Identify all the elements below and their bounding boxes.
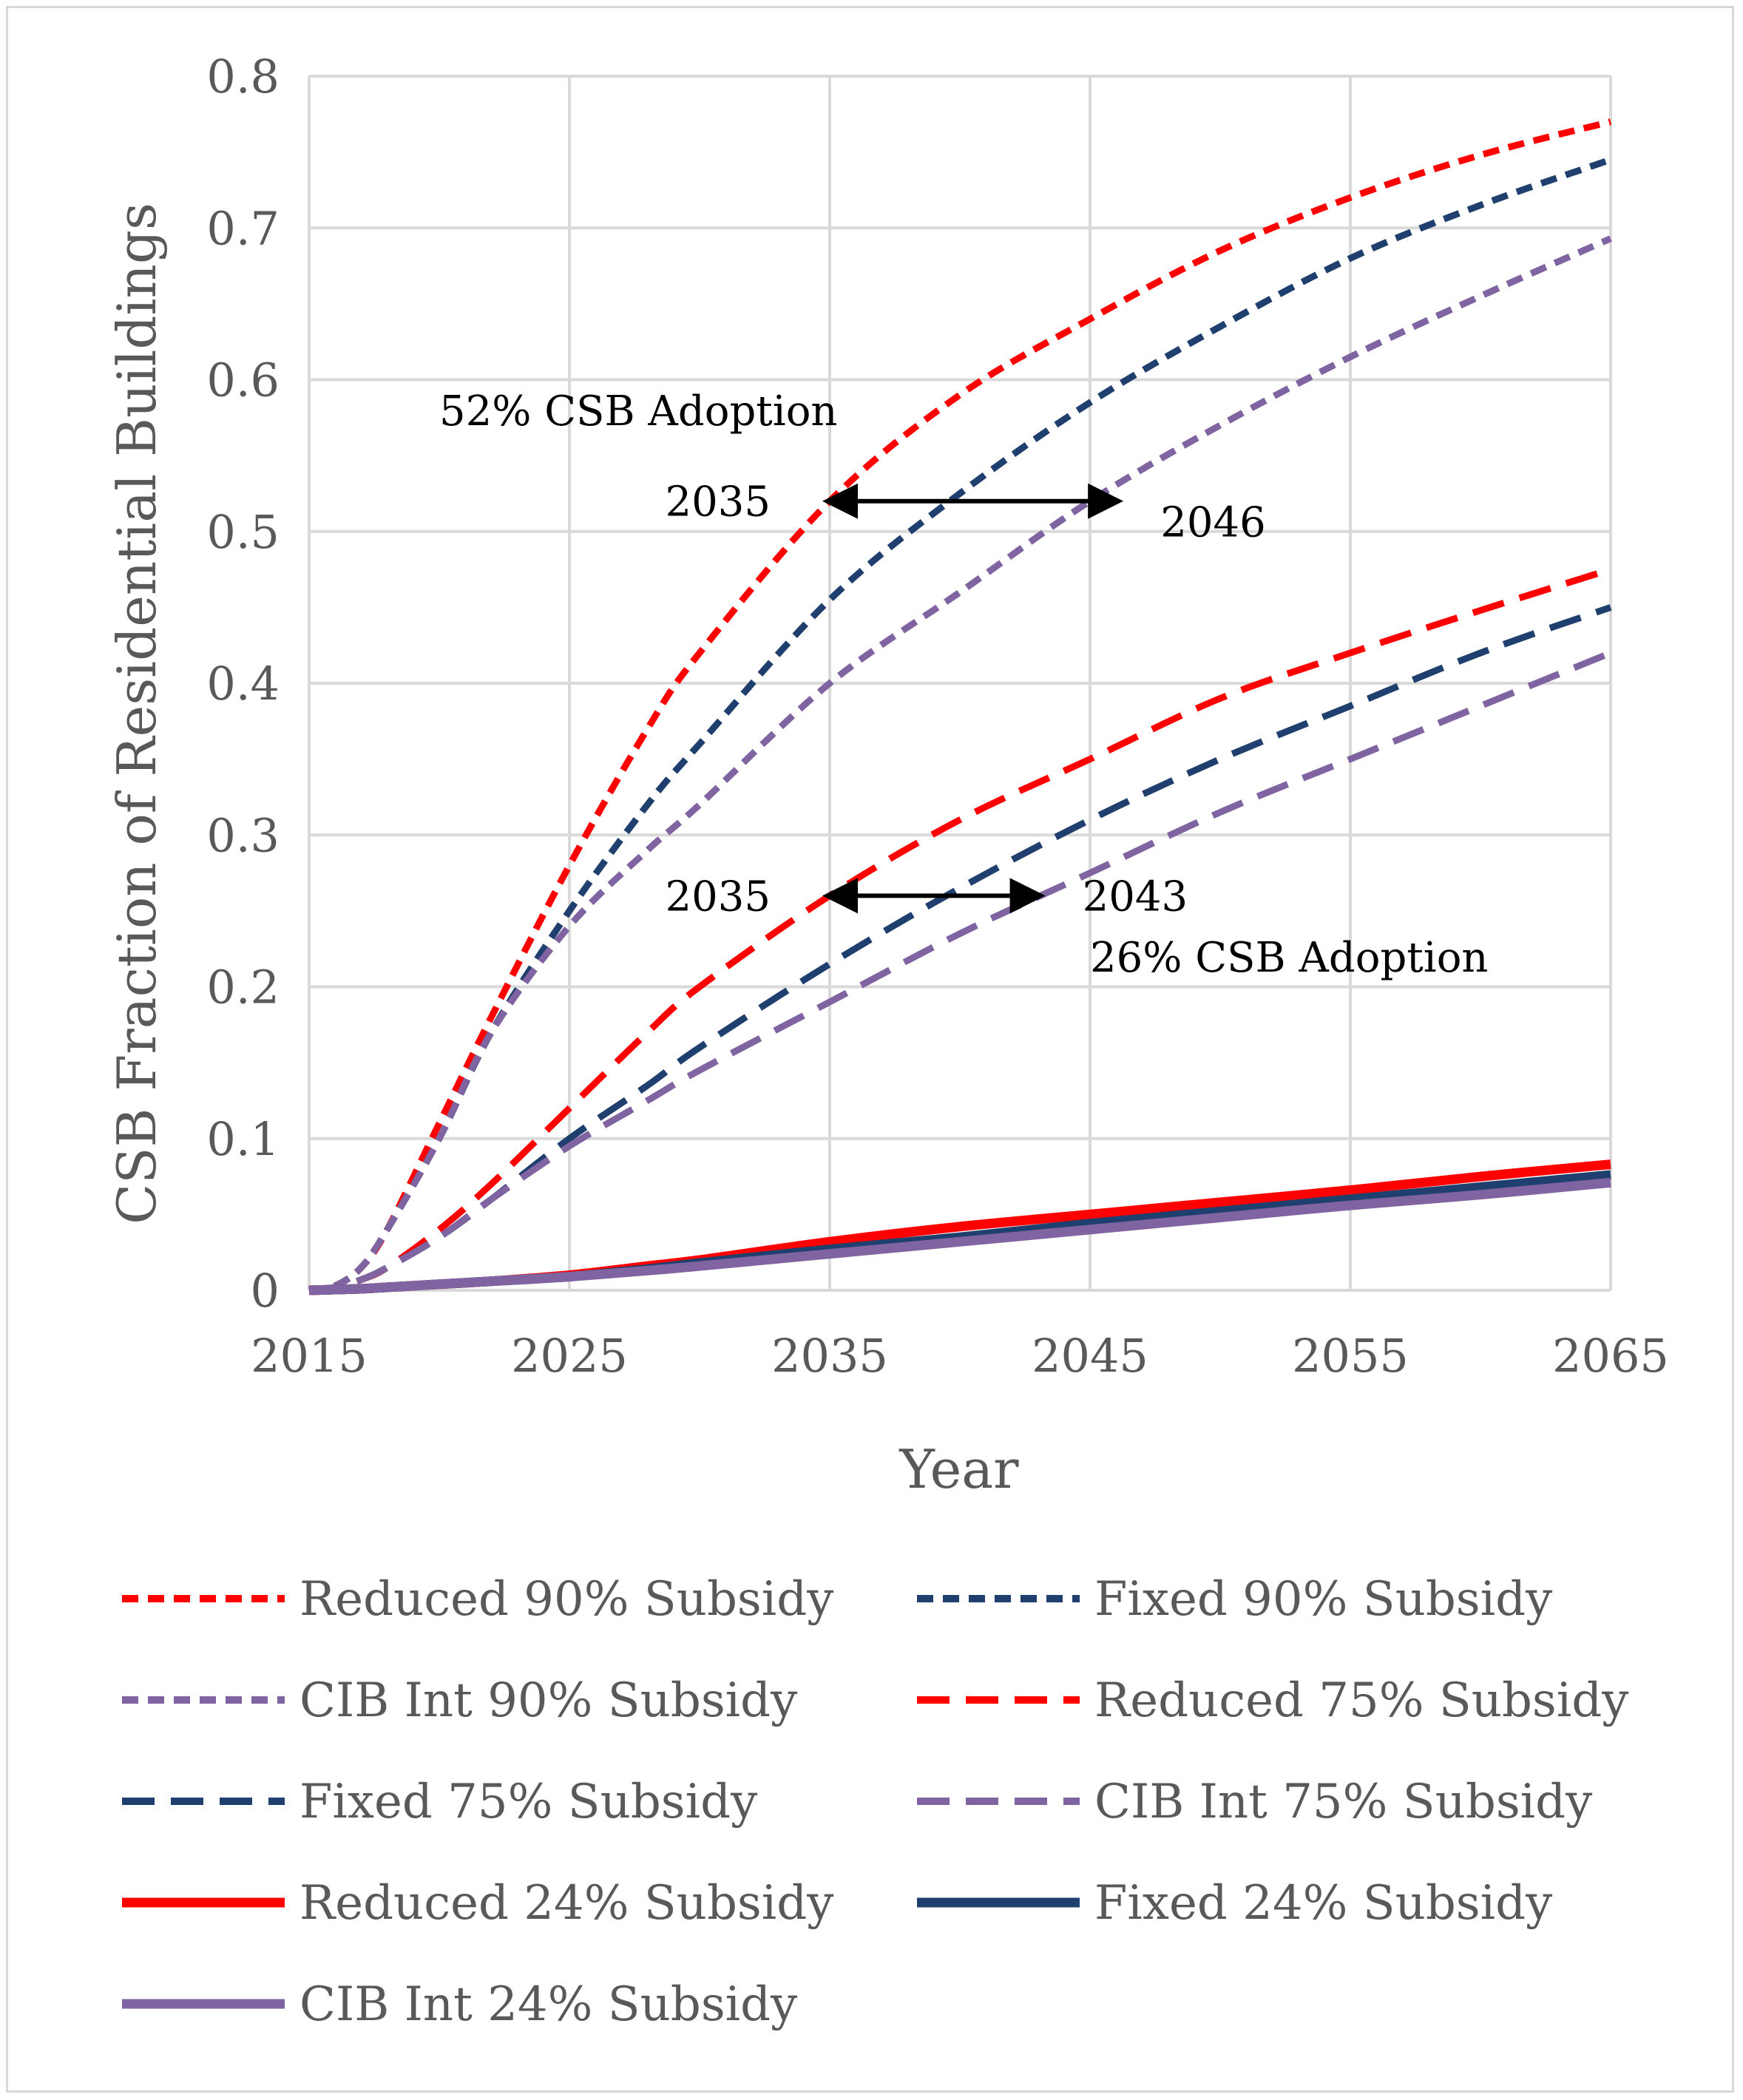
chart-frame bbox=[6, 6, 1734, 2093]
x-tick-label: 2025 bbox=[511, 1329, 628, 1383]
gridlines bbox=[308, 75, 1612, 1292]
y-tick-label: 0.7 bbox=[206, 201, 280, 255]
x-tick-label: 2065 bbox=[1552, 1329, 1669, 1383]
x-tick-label: 2015 bbox=[251, 1329, 368, 1383]
legend-label: Fixed 90% Subsidy bbox=[1094, 1572, 1552, 1627]
legend: Reduced 90% Subsidy Fixed 90% Subsidy CIB … bbox=[122, 1572, 1628, 2032]
x-tick-label: 2055 bbox=[1292, 1329, 1409, 1383]
series-line-reduced-90-subsidy bbox=[308, 118, 1612, 1294]
series-lines bbox=[308, 118, 1612, 1295]
series-line-cib-int-24-subsidy bbox=[308, 1177, 1611, 1295]
legend-label: Reduced 24% Subsidy bbox=[299, 1876, 833, 1931]
y-tick-label: 0.8 bbox=[206, 50, 280, 104]
legend-label: CIB Int 90% Subsidy bbox=[299, 1673, 797, 1728]
y-tick-label: 0.3 bbox=[206, 808, 280, 862]
series-line-cib-int-90-subsidy bbox=[308, 235, 1612, 1294]
series-line-cib-int-75-subsidy bbox=[308, 649, 1612, 1294]
axes: 0 0.1 0.2 0.3 0.4 0.5 0.6 0.7 0.8 2015 2025 2035 204… bbox=[206, 50, 1669, 1383]
y-tick-label: 0.1 bbox=[206, 1112, 280, 1166]
legend-label: Reduced 90% Subsidy bbox=[299, 1572, 833, 1627]
legend-label: CIB Int 75% Subsidy bbox=[1094, 1775, 1592, 1829]
y-axis-title: CSB Fraction of Residential Buildings bbox=[106, 203, 168, 1225]
y-tick-label: 0.4 bbox=[206, 657, 280, 711]
legend-label: Reduced 75% Subsidy bbox=[1094, 1673, 1628, 1728]
annotation-label: 26% CSB Adoption bbox=[1090, 934, 1488, 982]
legend-label: CIB Int 24% Subsidy bbox=[299, 1977, 797, 2032]
x-tick-label: 2035 bbox=[771, 1329, 888, 1383]
legend-label: Fixed 24% Subsidy bbox=[1094, 1876, 1552, 1931]
annotation-label: 2035 bbox=[665, 873, 771, 921]
y-tick-label: 0.6 bbox=[206, 353, 280, 407]
annotation-label: 52% CSB Adoption bbox=[439, 387, 837, 436]
annotation-label: 2046 bbox=[1160, 499, 1266, 547]
y-tick-label: 0.2 bbox=[206, 961, 280, 1015]
legend-label: Fixed 75% Subsidy bbox=[299, 1775, 757, 1829]
series-line-reduced-24-subsidy bbox=[308, 1159, 1611, 1295]
annotations: 52% CSB Adoption 2035 2046 2035 2043 26% CSB … bbox=[439, 387, 1488, 982]
x-axis-title: Year bbox=[898, 1438, 1019, 1500]
y-tick-label: 0 bbox=[251, 1264, 280, 1318]
annotation-label: 2035 bbox=[665, 478, 771, 526]
y-tick-label: 0.5 bbox=[206, 505, 280, 559]
x-tick-label: 2045 bbox=[1032, 1329, 1148, 1383]
annotation-label: 2043 bbox=[1083, 873, 1188, 921]
